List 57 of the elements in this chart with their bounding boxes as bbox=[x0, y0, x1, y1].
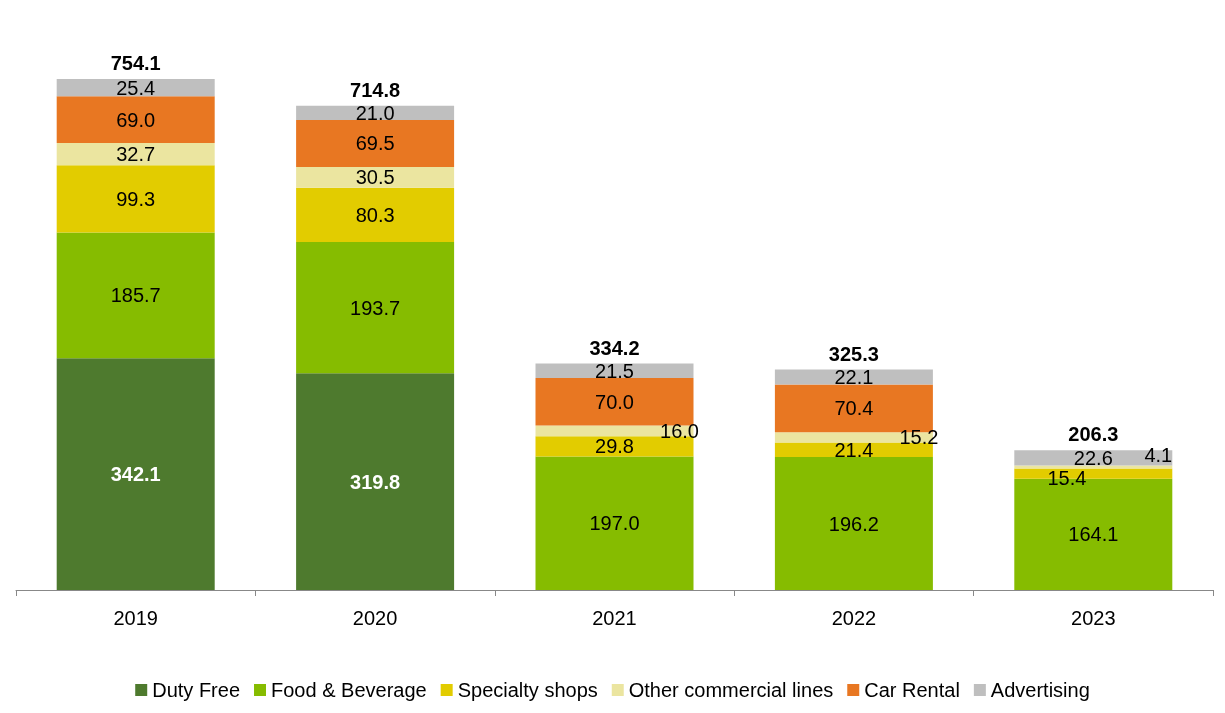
data-label: 342.1 bbox=[110, 463, 161, 486]
data-label: 70.4 bbox=[834, 397, 874, 420]
data-label: 185.7 bbox=[110, 284, 161, 307]
data-label: 80.3 bbox=[355, 203, 395, 226]
bar bbox=[535, 436, 694, 457]
x-tick-label: 2022 bbox=[831, 607, 877, 629]
bar bbox=[535, 456, 694, 590]
data-label: 21.0 bbox=[355, 101, 395, 124]
legend-label: Specialty shops bbox=[457, 679, 598, 701]
data-label: 69.0 bbox=[116, 108, 156, 131]
data-label: 32.7 bbox=[116, 143, 156, 166]
data-label: 21.4 bbox=[834, 438, 874, 461]
x-tick-label: 2023 bbox=[1071, 607, 1116, 629]
data-label: 15.4 bbox=[1047, 466, 1087, 489]
data-label: 193.7 bbox=[350, 296, 401, 319]
total-label: 206.3 bbox=[1068, 423, 1119, 446]
x-tick-label: 2019 bbox=[113, 607, 158, 629]
bar bbox=[56, 232, 215, 359]
data-label: 25.4 bbox=[116, 76, 156, 99]
bar bbox=[774, 369, 933, 385]
data-label: 15.2 bbox=[899, 426, 939, 449]
data-label: 70.0 bbox=[595, 390, 634, 413]
data-label: 69.5 bbox=[355, 132, 395, 155]
data-label: 99.3 bbox=[116, 187, 156, 210]
total-label: 334.2 bbox=[589, 336, 640, 359]
bar bbox=[56, 96, 215, 143]
legend-label: Car Rental bbox=[864, 679, 960, 701]
bar bbox=[56, 358, 215, 590]
legend-label: Advertising bbox=[990, 679, 1090, 701]
total-label: 714.8 bbox=[350, 78, 401, 101]
bar bbox=[535, 378, 694, 426]
data-label: 22.1 bbox=[834, 366, 874, 389]
bar bbox=[296, 373, 455, 590]
data-label: 319.8 bbox=[350, 470, 401, 493]
data-label: 196.2 bbox=[828, 512, 879, 535]
data-label: 29.8 bbox=[595, 435, 634, 458]
bar bbox=[296, 242, 455, 374]
x-tick-label: 2020 bbox=[352, 607, 398, 629]
bar bbox=[56, 165, 215, 233]
bar bbox=[296, 167, 455, 188]
x-tick-label: 2021 bbox=[592, 607, 637, 629]
data-label: 4.1 bbox=[1144, 444, 1173, 466]
data-label: 16.0 bbox=[660, 419, 699, 442]
legend-label: Food & Beverage bbox=[271, 679, 427, 701]
legend-label: Other commercial lines bbox=[628, 679, 834, 701]
data-label: 21.5 bbox=[595, 359, 634, 382]
total-label: 754.1 bbox=[110, 52, 161, 75]
bar bbox=[774, 457, 933, 590]
bar bbox=[296, 119, 455, 168]
data-label: 164.1 bbox=[1068, 523, 1119, 546]
bar bbox=[56, 142, 215, 166]
legend-label: Duty Free bbox=[152, 679, 241, 701]
total-label: 325.3 bbox=[828, 342, 879, 365]
data-label: 30.5 bbox=[355, 166, 395, 189]
data-label: 197.0 bbox=[589, 512, 640, 535]
bar bbox=[296, 187, 455, 243]
data-label: 22.6 bbox=[1073, 446, 1113, 469]
